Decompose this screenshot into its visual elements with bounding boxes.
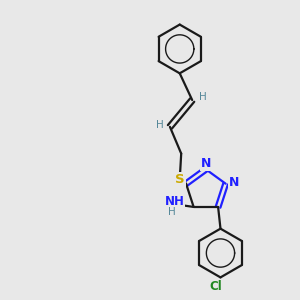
Text: H: H: [168, 207, 176, 217]
Text: N: N: [201, 158, 212, 170]
Text: S: S: [175, 173, 184, 186]
Text: H: H: [156, 120, 164, 130]
Text: NH: NH: [164, 195, 184, 208]
Text: N: N: [229, 176, 239, 189]
Text: H: H: [199, 92, 206, 102]
Text: Cl: Cl: [210, 280, 222, 293]
